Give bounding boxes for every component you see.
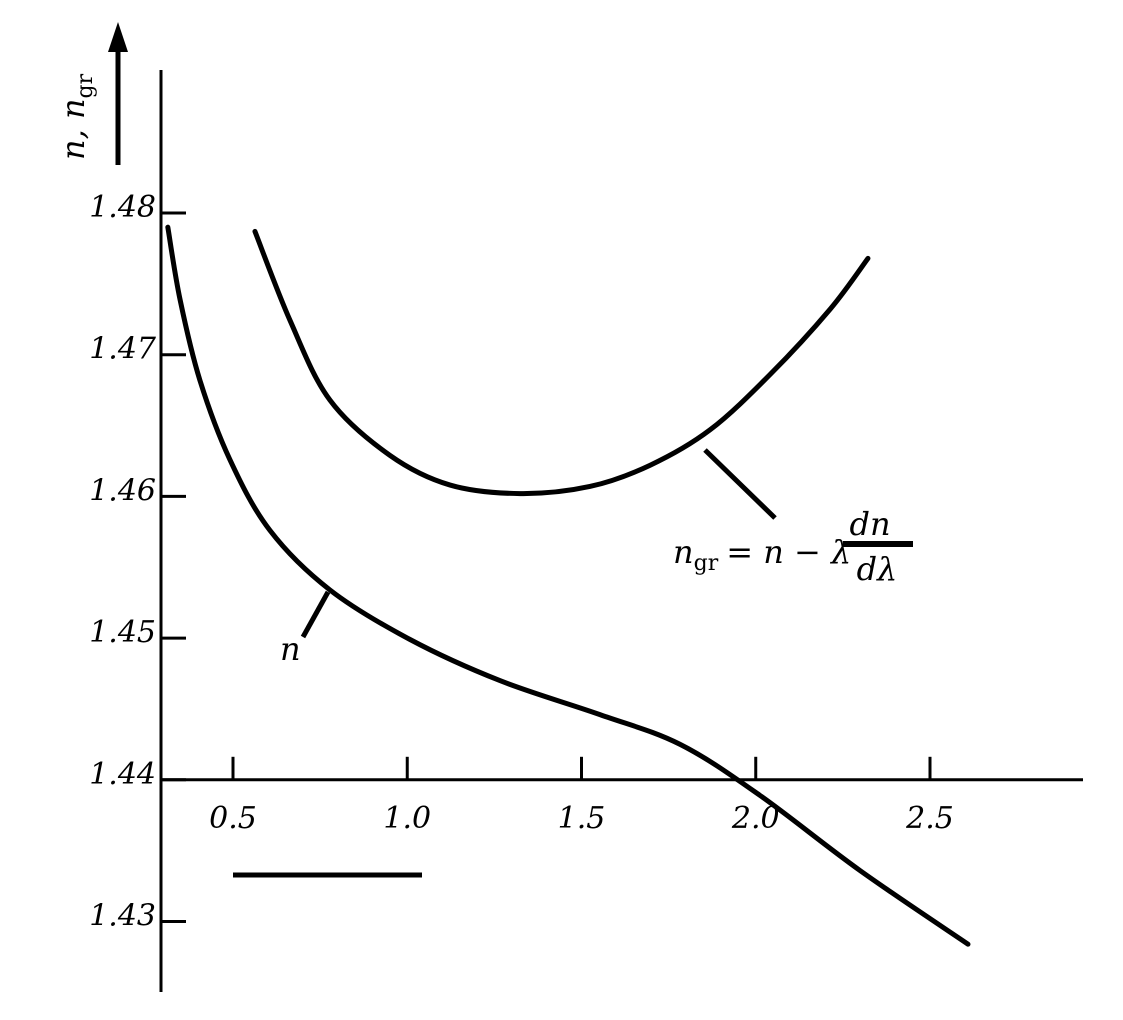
x-tick-label: 1.5 [558,801,606,836]
y-tick-label: 1.44 [89,757,156,792]
n-label: n [280,630,301,668]
ticks: 1.481.471.461.451.441.430.5 1.0 1.5 2.0 2.5 [89,190,954,934]
y-tick-label: 1.46 [89,473,156,508]
y-tick-label: 1.47 [89,332,157,367]
ngr-formula-numerator: dn [849,505,890,543]
x-tick-label: 2.5 [905,801,954,836]
x-tick-label: 1.0 [383,801,431,836]
ngr-leader-line [703,448,777,520]
curves [165,224,971,947]
y-axis-arrow-head [108,22,128,52]
axes [159,70,1083,992]
y-axis-label-main: n, n [54,98,92,160]
y-axis-label: n, ngr [54,73,98,160]
series-ngr-line [252,228,871,497]
y-tick-label: 1.45 [89,615,156,650]
ngr-formula-lhs: ngr = n − λ [673,533,851,576]
series-n-line [165,224,971,947]
ngr-formula-sub: gr [694,551,719,576]
ngr-formula-eq: = n − λ [726,533,851,571]
y-tick-label: 1.48 [89,190,156,225]
ngr-formula-denominator: dλ [857,550,898,588]
y-tick-label: 1.43 [89,899,156,934]
y-axis-label-sub: gr [73,73,98,98]
x-tick-label: 0.5 [209,801,257,836]
n-leader-line [300,590,331,639]
ngr-formula-n: n [673,533,694,571]
